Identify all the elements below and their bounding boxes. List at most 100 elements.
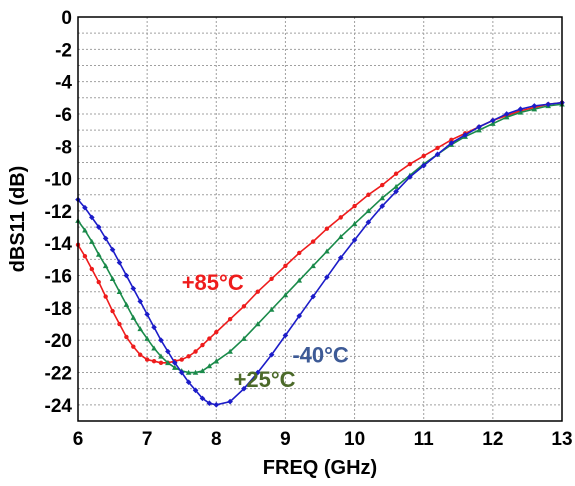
data-point: [151, 345, 157, 351]
data-point: [545, 101, 551, 108]
data-point: [517, 106, 524, 112]
data-point: [172, 364, 178, 370]
y-tick-label: 0: [61, 8, 72, 29]
y-tick-label: -8: [55, 137, 72, 158]
data-point: [103, 294, 108, 299]
y-tick-label: -16: [45, 267, 72, 288]
data-point: [268, 351, 275, 358]
data-point: [435, 145, 440, 151]
data-point: [352, 203, 357, 209]
data-point: [144, 311, 150, 318]
data-point: [227, 316, 233, 322]
data-point: [95, 251, 102, 257]
data-point: [503, 111, 510, 117]
data-point: [82, 253, 88, 259]
x-tick-label: 9: [280, 429, 291, 450]
data-point: [351, 221, 358, 227]
data-point: [269, 276, 274, 281]
data-point: [324, 226, 330, 231]
data-point: [490, 120, 496, 126]
y-tick-label: -4: [55, 73, 72, 94]
series-line: [77, 101, 563, 364]
data-point: [503, 114, 510, 120]
series-annotation: +85°C: [182, 270, 244, 295]
y-tick-label: -20: [45, 331, 72, 352]
data-point: [144, 335, 150, 341]
data-point: [192, 387, 199, 394]
data-point: [95, 224, 102, 230]
data-point: [337, 233, 344, 240]
data-point: [241, 304, 247, 309]
data-point: [310, 293, 316, 300]
data-point: [393, 171, 399, 176]
series-annotation: -40°C: [292, 343, 349, 368]
data-point: [102, 263, 109, 269]
data-point: [144, 357, 150, 362]
y-tick-label: -2: [55, 40, 72, 61]
data-point: [123, 301, 130, 307]
y-tick-label: -18: [45, 299, 72, 320]
data-point: [213, 402, 220, 408]
data-point: [254, 321, 261, 327]
data-point: [380, 182, 385, 188]
data-point: [151, 359, 157, 364]
data-point: [123, 272, 130, 279]
data-point: [199, 368, 206, 374]
data-point: [102, 235, 109, 242]
series-line: [77, 103, 563, 374]
data-point: [393, 188, 399, 195]
data-point: [227, 348, 233, 354]
data-point: [192, 369, 199, 375]
data-point: [351, 237, 358, 243]
data-point: [185, 369, 192, 375]
data-point: [365, 208, 372, 214]
data-point: [158, 360, 164, 366]
data-point: [137, 326, 144, 332]
data-point: [449, 137, 454, 143]
data-point: [165, 360, 171, 366]
data-point: [179, 357, 184, 362]
data-point: [117, 321, 122, 327]
data-point: [214, 329, 219, 335]
data-point: [421, 153, 426, 159]
data-point: [130, 285, 137, 292]
data-point: [151, 324, 157, 331]
data-point: [206, 400, 213, 407]
data-point: [213, 358, 220, 364]
y-tick-label: -12: [45, 202, 72, 223]
data-point: [296, 313, 303, 319]
data-point: [282, 292, 289, 298]
data-point: [310, 239, 316, 244]
data-point: [165, 348, 171, 355]
x-axis-label: FREQ (GHz): [263, 457, 377, 479]
data-point: [138, 352, 143, 357]
data-point: [193, 349, 198, 354]
data-point: [241, 335, 247, 341]
data-point: [420, 162, 427, 169]
y-axis-label: dBS11 (dB): [7, 166, 29, 273]
data-point: [407, 174, 413, 180]
y-tick-label: -10: [45, 170, 72, 191]
data-point: [109, 275, 116, 282]
x-tick-label: 6: [73, 429, 84, 450]
data-point: [89, 238, 95, 244]
y-tick-label: -14: [45, 234, 73, 255]
series-line: [77, 101, 563, 406]
data-point: [324, 274, 330, 280]
data-point: [200, 342, 205, 348]
data-point: [172, 360, 178, 366]
data-point: [82, 227, 88, 233]
data-point: [158, 353, 164, 359]
data-point: [337, 254, 344, 261]
data-point: [254, 369, 261, 376]
data-point: [531, 106, 538, 112]
data-point: [393, 183, 399, 189]
data-point: [206, 363, 213, 369]
y-tick-label: -22: [45, 364, 72, 385]
y-tick-labels: 0 -2 -4 -6 -8 -10 -12 -14 -16 -18 -20 -22 -24: [45, 8, 73, 417]
data-point: [338, 215, 343, 220]
data-point: [110, 308, 115, 314]
data-point: [124, 334, 129, 340]
data-point: [185, 379, 192, 386]
y-tick-label: -6: [55, 105, 72, 126]
